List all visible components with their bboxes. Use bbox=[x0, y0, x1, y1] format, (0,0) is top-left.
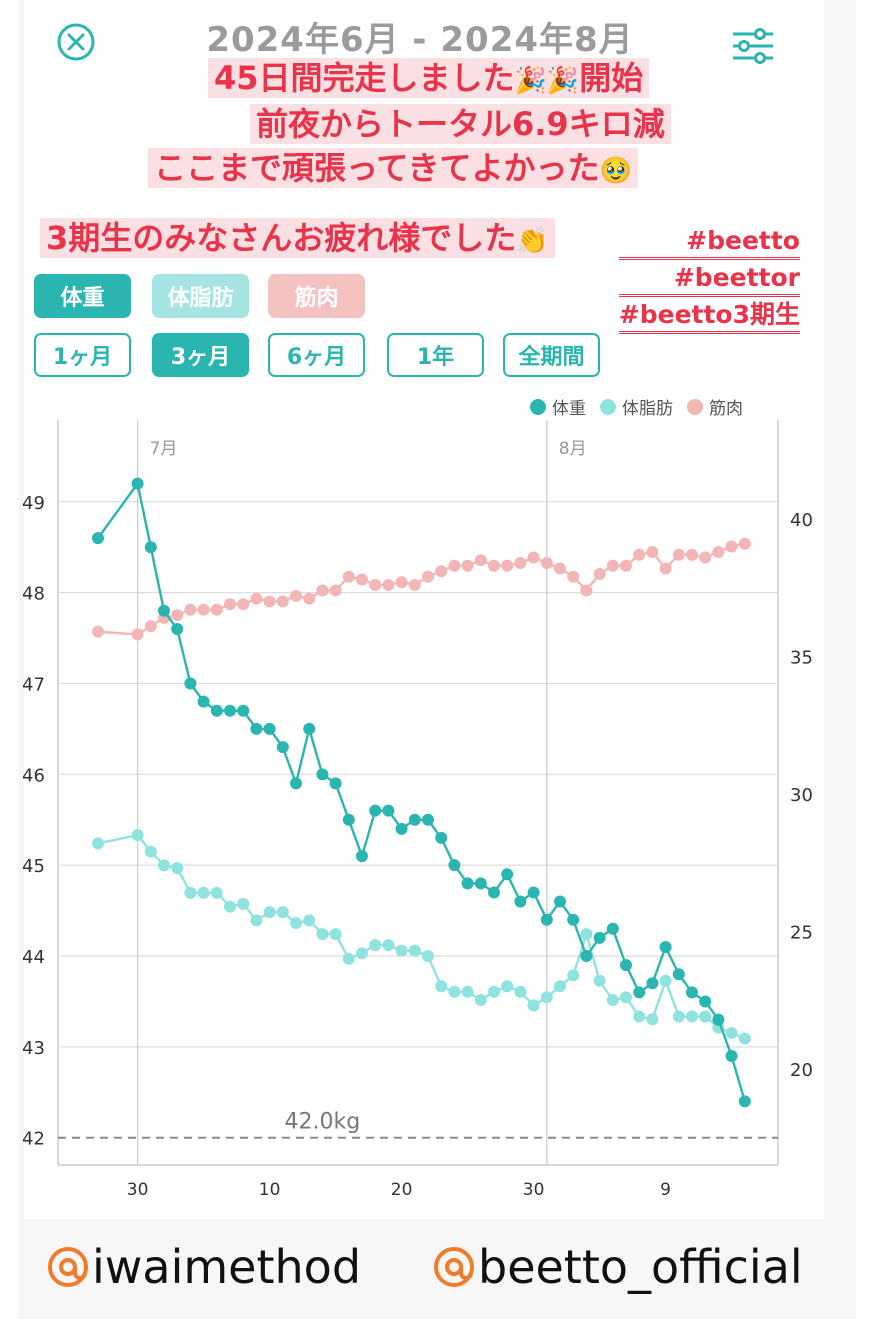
caption-line-2: 前夜からトータル6.9キロ減 bbox=[250, 104, 671, 144]
range-3-months[interactable]: 3ヶ月 bbox=[152, 333, 249, 377]
caption-line-1: 45日間完走しました🎉🎉開始 bbox=[208, 58, 650, 98]
sliders-icon[interactable] bbox=[730, 26, 776, 66]
tab-weight[interactable]: 体重 bbox=[34, 274, 131, 318]
legend-item: 体重 bbox=[530, 394, 586, 419]
handle-beetto-official[interactable]: beetto_official bbox=[432, 1240, 803, 1294]
range-6-months[interactable]: 6ヶ月 bbox=[268, 333, 365, 377]
legend-item: 筋肉 bbox=[687, 394, 743, 419]
account-handles: iwaimethod beetto_official bbox=[0, 1240, 872, 1310]
party-popper-icon: 🎉 bbox=[546, 66, 580, 96]
chart-legend: 体重 体脂肪 筋肉 bbox=[530, 394, 743, 419]
caption-line-4: 3期生のみなさんお疲れ様でした👏 bbox=[40, 218, 555, 258]
legend-swatch bbox=[687, 398, 703, 415]
threads-icon bbox=[48, 1247, 88, 1287]
hashtag-list: #beetto #beettor #beetto3期生 bbox=[618, 224, 800, 335]
tab-body-fat[interactable]: 体脂肪 bbox=[152, 274, 249, 318]
clapping-hands-icon: 👏 bbox=[516, 226, 549, 256]
range-all-time[interactable]: 全期間 bbox=[503, 333, 600, 377]
threads-icon bbox=[434, 1247, 474, 1287]
date-range-title: 2024年6月 - 2024年8月 bbox=[206, 20, 634, 60]
handle-iwaimethod[interactable]: iwaimethod bbox=[46, 1240, 361, 1294]
range-1-month[interactable]: 1ヶ月 bbox=[34, 333, 131, 377]
party-popper-icon: 🎉 bbox=[514, 66, 547, 96]
hashtag[interactable]: #beettor bbox=[618, 261, 800, 297]
legend-item: 体脂肪 bbox=[600, 394, 673, 419]
teary-face-icon: 🥹 bbox=[599, 156, 632, 186]
caption-line-3: ここまで頑張ってきてよかった🥹 bbox=[148, 148, 638, 188]
range-1-year[interactable]: 1年 bbox=[387, 333, 484, 377]
hashtag[interactable]: #beetto bbox=[618, 224, 800, 260]
hashtag[interactable]: #beetto3期生 bbox=[618, 298, 800, 334]
tab-muscle[interactable]: 筋肉 bbox=[268, 274, 365, 318]
legend-swatch bbox=[530, 398, 546, 415]
close-circle-icon[interactable] bbox=[56, 22, 96, 62]
legend-swatch bbox=[600, 398, 616, 415]
